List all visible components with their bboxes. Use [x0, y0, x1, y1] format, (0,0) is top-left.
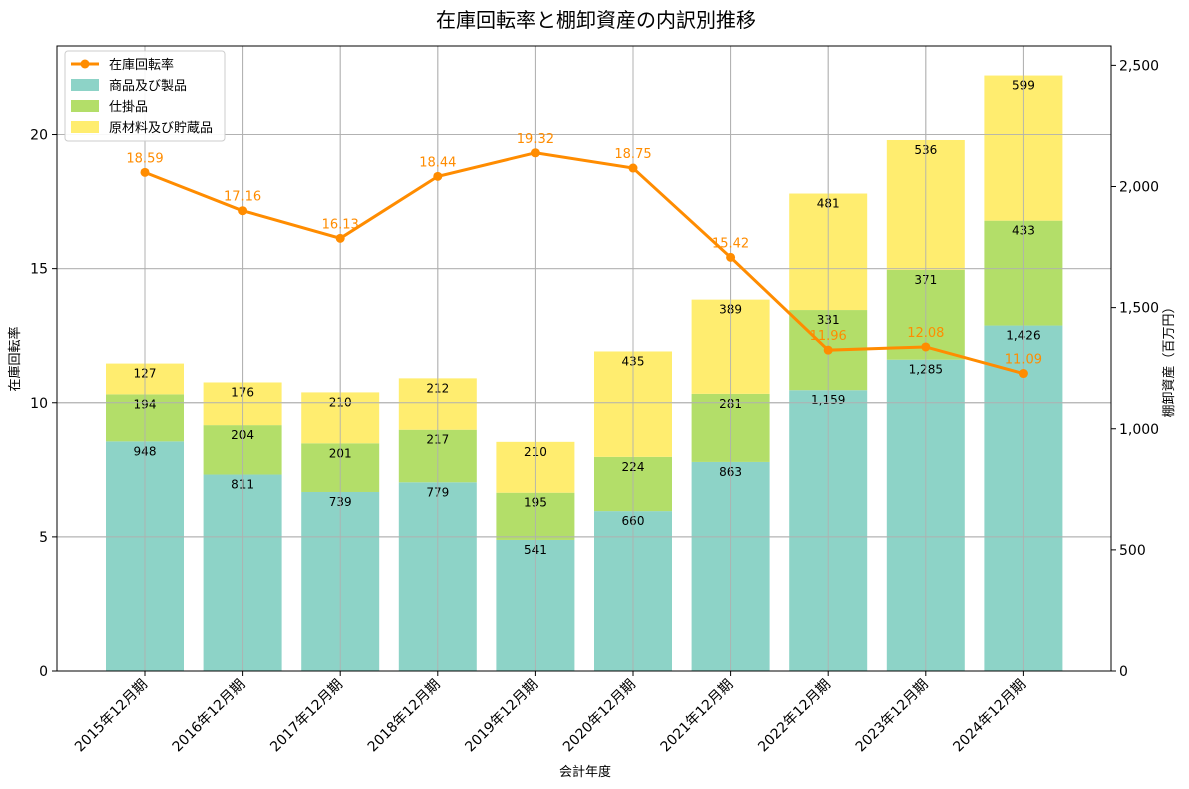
- turnover-data-label: 18.44: [419, 155, 456, 170]
- chart-title: 在庫回転率と棚卸資産の内訳別推移: [436, 8, 756, 32]
- legend-label: 商品及び製品: [109, 79, 187, 94]
- legend-swatch: [71, 121, 99, 133]
- legend-label: 仕掛品: [109, 100, 148, 115]
- turnover-point: [238, 206, 248, 216]
- y-tick-label-left: 15: [30, 262, 48, 278]
- legend-marker: [80, 59, 90, 69]
- x-tick-label: 2020年12月期: [560, 677, 639, 756]
- turnover-data-label: 18.75: [614, 147, 651, 162]
- turnover-point: [823, 345, 833, 355]
- legend-label: 原材料及び貯蔵品: [109, 121, 213, 136]
- legend-label: 在庫回転率: [109, 57, 174, 73]
- turnover-point: [433, 171, 443, 181]
- turnover-data-label: 11.09: [1005, 353, 1042, 368]
- turnover-data-label: 15.42: [712, 236, 749, 251]
- line-series-group: 18.59 17.16 16.13 18.44 19.32 18.75 15.42 11.96…: [126, 132, 1042, 379]
- turnover-data-label: 12.08: [907, 326, 944, 341]
- legend-swatch: [71, 100, 99, 112]
- turnover-point: [335, 233, 345, 243]
- y-tick-label-right: 2,000: [1119, 180, 1159, 196]
- legend-swatch: [71, 79, 99, 91]
- y-tick-label-right: 2,500: [1119, 58, 1159, 74]
- plot-frame: [56, 45, 1112, 672]
- x-tick-label: 2023年12月期: [853, 677, 932, 756]
- y-tick-label-right: 1,000: [1119, 422, 1159, 438]
- x-tick-label: 2017年12月期: [267, 677, 346, 756]
- turnover-line: [144, 151, 1024, 375]
- turnover-point: [921, 342, 931, 352]
- x-tick-label: 2018年12月期: [365, 677, 444, 756]
- y-axis-right-title: 棚卸資産（百万円）: [1161, 300, 1177, 417]
- turnover-point: [140, 167, 150, 177]
- y-tick-label-left: 20: [30, 128, 48, 144]
- turnover-point: [628, 163, 638, 173]
- x-tick-label: 2016年12月期: [170, 677, 249, 756]
- y-tick-label-right: 500: [1119, 543, 1146, 559]
- turnover-data-label: 17.16: [224, 190, 261, 205]
- x-axis-title: 会計年度: [559, 764, 611, 780]
- y-tick-label-right: 0: [1119, 664, 1128, 680]
- x-tick-label: 2024年12月期: [950, 677, 1029, 756]
- x-tick-label: 2021年12月期: [658, 677, 737, 756]
- y-tick-label-right: 1,500: [1119, 301, 1159, 317]
- y-axis-left-title: 在庫回転率: [7, 326, 23, 391]
- y-tick-label-left: 0: [39, 664, 48, 680]
- x-tick-label: 2019年12月期: [462, 677, 541, 756]
- x-tick-label: 2022年12月期: [755, 677, 834, 756]
- turnover-point: [726, 252, 736, 262]
- turnover-data-label: 19.32: [517, 132, 554, 147]
- legend-box: [64, 50, 226, 142]
- y-tick-label-left: 5: [39, 530, 48, 546]
- x-tick-label: 2015年12月期: [72, 677, 151, 756]
- y-tick-label-left: 10: [30, 396, 48, 412]
- turnover-data-label: 16.13: [322, 217, 359, 232]
- turnover-point: [530, 148, 540, 158]
- turnover-data-label: 18.59: [126, 151, 163, 166]
- turnover-point: [1018, 369, 1028, 379]
- turnover-data-label: 11.96: [810, 329, 847, 344]
